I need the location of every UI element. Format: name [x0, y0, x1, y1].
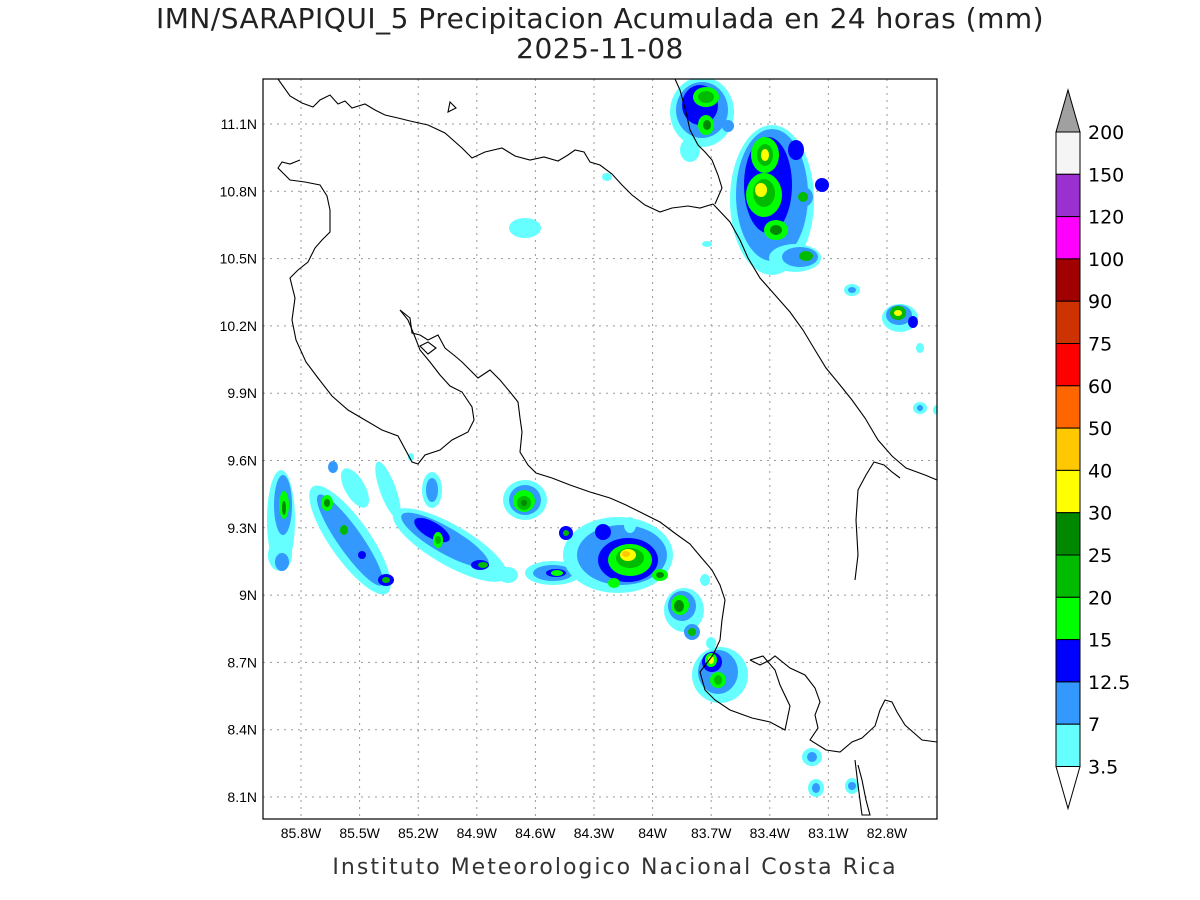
lat-tick-label: 8.7N [227, 654, 257, 670]
colorbar-label: 200 [1088, 122, 1124, 144]
precipitation-field [267, 79, 937, 797]
chira-island [419, 341, 437, 355]
precip-cluster-north [509, 79, 937, 415]
colorbar-label: 75 [1088, 334, 1112, 356]
map-title: IMN/SARAPIQUI_5 Precipitacion Acumulada … [155, 2, 1045, 35]
lat-tick-label: 8.1N [227, 789, 257, 805]
colorbar-bottom-arrow [1055, 766, 1081, 811]
colorbar: 200 150 120 100 90 75 60 50 40 30 25 20 15 12.5 7 3.5 [1055, 88, 1130, 811]
map-gridlines [263, 79, 937, 819]
colorbar-label: 25 [1088, 545, 1112, 567]
lat-tick-label: 10.8N [220, 183, 257, 199]
small-island [447, 100, 457, 113]
colorbar-label: 120 [1088, 207, 1124, 229]
colorbar-label: 7 [1088, 714, 1100, 736]
colorbar-top-arrow [1055, 88, 1081, 133]
colorbar-label: 3.5 [1088, 757, 1118, 779]
colorbar-swatch [1055, 131, 1081, 175]
coastlines [277, 79, 937, 816]
longitude-labels: 85.8W 85.5W 85.2W 84.9W 84.6W 84.3W 84W 83.7W 83… [281, 825, 908, 841]
lon-tick-label: 84W [638, 825, 668, 841]
lon-tick-label: 84.6W [515, 825, 556, 841]
northern-river-border [674, 79, 723, 205]
lat-tick-label: 10.5N [220, 251, 257, 267]
latitude-labels: 11.1N 10.8N 10.5N 10.2N 9.9N 9.6N 9.3N 9N 8.7N 8.… [220, 116, 257, 805]
colorbar-swatch [1055, 681, 1081, 725]
footer-credit: Instituto Meteorologico Nacional Costa R… [332, 855, 898, 880]
lon-tick-label: 84.9W [457, 825, 498, 841]
burica-point [854, 759, 871, 816]
lat-tick-label: 9N [239, 587, 257, 603]
colorbar-swatch [1055, 554, 1081, 598]
colorbar-swatch [1055, 258, 1081, 302]
colorbar-label: 12.5 [1088, 672, 1130, 694]
lat-tick-label: 9.9N [227, 385, 257, 401]
colorbar-label: 100 [1088, 249, 1124, 271]
lon-tick-label: 85.2W [398, 825, 439, 841]
colorbar-label: 15 [1088, 630, 1112, 652]
lon-tick-label: 85.8W [281, 825, 322, 841]
lat-tick-label: 8.4N [227, 722, 257, 738]
lon-tick-label: 85.5W [339, 825, 380, 841]
colorbar-label: 50 [1088, 418, 1112, 440]
lat-tick-label: 9.3N [227, 520, 257, 536]
colorbar-swatch [1055, 300, 1081, 345]
precip-cluster-pacific [267, 453, 859, 797]
caribbean-coast [712, 203, 937, 481]
lat-tick-label: 10.2N [220, 318, 257, 334]
colorbar-swatch [1055, 723, 1081, 768]
nicoya-gulf-coast [399, 309, 791, 731]
colorbar-swatch [1055, 385, 1081, 429]
colorbar-label: 40 [1088, 460, 1112, 482]
colorbar-label: 20 [1088, 587, 1112, 609]
colorbar-label: 90 [1088, 291, 1112, 313]
colorbar-swatch [1055, 427, 1081, 471]
colorbar-swatch [1055, 469, 1081, 514]
colorbar-label: 60 [1088, 376, 1112, 398]
lat-tick-label: 9.6N [227, 453, 257, 469]
colorbar-label: 150 [1088, 164, 1124, 186]
lon-tick-label: 83.1W [808, 825, 849, 841]
lon-tick-label: 83.7W [691, 825, 732, 841]
lat-tick-label: 11.1N [221, 116, 257, 132]
map-frame [262, 78, 938, 820]
colorbar-swatch [1055, 639, 1081, 683]
lon-tick-label: 83.4W [750, 825, 791, 841]
colorbar-swatch [1055, 596, 1081, 641]
guanacaste-coast [277, 159, 475, 465]
lon-tick-label: 84.3W [574, 825, 615, 841]
panama-border [854, 461, 901, 581]
colorbar-label: 30 [1088, 503, 1112, 525]
colorbar-swatch [1055, 173, 1081, 218]
nicaragua-coast [277, 79, 714, 213]
colorbar-swatch [1055, 343, 1081, 387]
colorbar-swatch [1055, 512, 1081, 556]
map-date: 2025-11-08 [516, 32, 684, 65]
colorbar-swatch [1055, 216, 1081, 260]
osa-peninsula-coast [749, 655, 937, 753]
lon-tick-label: 82.8W [867, 825, 908, 841]
